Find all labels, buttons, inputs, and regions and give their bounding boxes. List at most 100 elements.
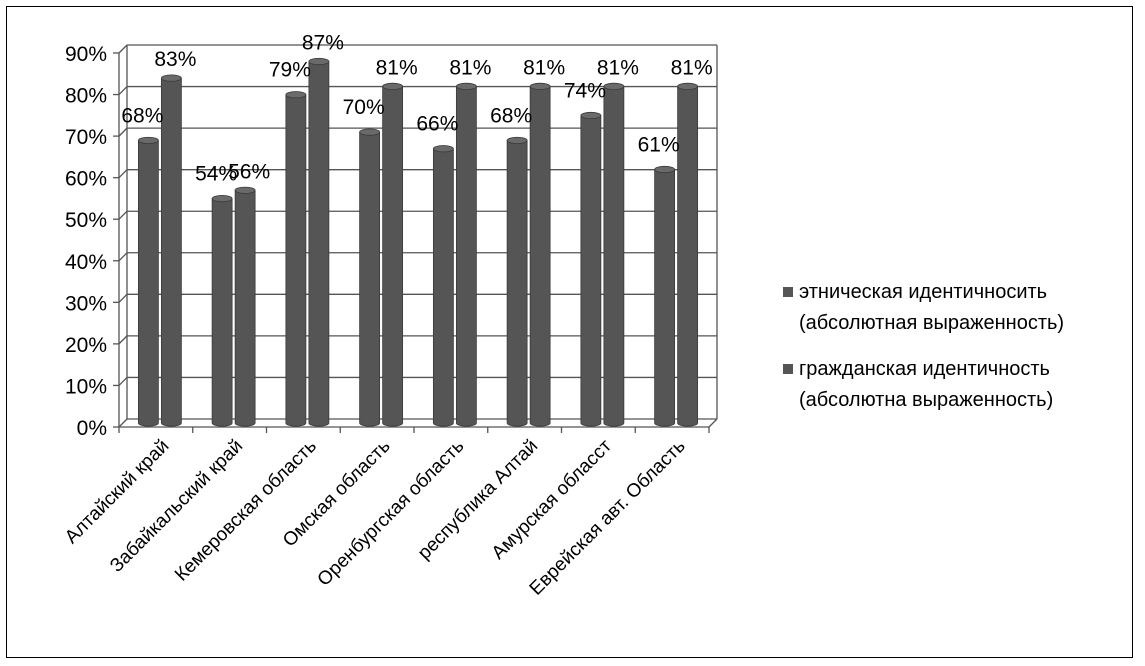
gridline-depth (118, 210, 128, 220)
y-tick-label: 0% (77, 417, 107, 440)
gridline-depth (118, 86, 128, 96)
data-label: 81% (523, 56, 565, 79)
data-label: 68% (121, 104, 163, 127)
bar-2-8 (677, 82, 699, 427)
bar-1-7 (580, 111, 602, 427)
bar-top (654, 165, 676, 174)
bar-top (580, 111, 602, 120)
bar-top (211, 195, 233, 203)
data-label: 70% (343, 96, 385, 119)
floor-edge (708, 418, 718, 428)
bar-body (160, 77, 182, 427)
bar-2-2 (234, 186, 256, 427)
bar-body (359, 131, 381, 427)
data-label: 81% (597, 56, 639, 79)
bars-layer (137, 57, 699, 427)
bar-top (137, 136, 159, 145)
gridline-depth (118, 169, 128, 179)
bar-2-7 (603, 82, 625, 427)
data-label: 83% (154, 48, 196, 71)
bar-body (432, 148, 454, 427)
gridline-depth (118, 418, 128, 428)
data-label: 81% (376, 56, 418, 79)
gridline-depth (118, 127, 128, 137)
data-label: 79% (269, 59, 311, 82)
grid-layer (118, 44, 718, 428)
bar-top (359, 128, 381, 136)
data-label: 56% (228, 160, 270, 183)
bar-body (211, 198, 233, 427)
bar-body (382, 86, 404, 427)
bar-body (677, 86, 699, 427)
y-tick-label: 10% (65, 375, 107, 398)
data-label: 54% (195, 163, 237, 186)
bar-body (506, 140, 528, 427)
legend-item-2: гражданская идентичность (абсолютна выраж… (783, 358, 1053, 411)
bar-body (455, 86, 477, 427)
y-tick-label: 90% (65, 43, 107, 66)
bar-top (455, 82, 477, 91)
bar-top (506, 136, 528, 145)
y-tick-label: 50% (65, 209, 107, 232)
bar-body (137, 140, 159, 427)
x-tick-label: Кемеровская область (171, 436, 321, 586)
bar-body (580, 115, 602, 427)
data-label: 81% (671, 56, 713, 79)
bar-top (603, 82, 625, 91)
y-tick-label: 30% (65, 292, 107, 315)
data-label: 68% (490, 104, 532, 127)
bar-body (529, 86, 551, 427)
gridline-depth (118, 376, 128, 386)
legend-swatch (783, 364, 793, 374)
bar-1-3 (285, 91, 307, 427)
gridline-depth (118, 293, 128, 303)
bar-body (234, 189, 256, 427)
x-tick-label: Оренбургская область (314, 436, 469, 591)
bar-top (529, 82, 551, 91)
legend-item-1: этническая идентичносить (абсолютная выра… (783, 281, 1064, 334)
legend-label: (абсолютна выраженность) (799, 389, 1053, 411)
bar-2-1 (160, 74, 182, 427)
bar-1-8 (654, 165, 676, 427)
bar-1-1 (137, 136, 159, 427)
bar-2-3 (308, 57, 330, 427)
bar-chart: 68%83%54%56%79%87%70%81%66%81%68%81%74%8… (61, 31, 1064, 600)
y-tick-label: 80% (65, 85, 107, 108)
bar-top (285, 91, 307, 99)
y-tick-label: 40% (65, 251, 107, 274)
data-label: 61% (638, 134, 680, 157)
legend-label: (абсолютная выраженность) (799, 312, 1064, 334)
legend-label: этническая идентичносить (799, 281, 1047, 303)
bar-1-5 (432, 145, 454, 427)
y-axis: 0% 10% 20% 30% 40% 50% 60% 70% 80% 90% (65, 43, 120, 440)
y-tick-label: 20% (65, 334, 107, 357)
chart-frame: 68% 83% 54% 56% 79% 87% 70% 81% 66% 81% 68% 81% 74% 8… (6, 6, 1133, 658)
data-labels-layer: 68%83%54%56%79%87%70%81%66%81%68%81%74%8… (121, 31, 712, 185)
x-tick-label: Еврейская авт. Область (526, 436, 690, 600)
legend: этническая идентичносить (абсолютная выра… (783, 281, 1064, 411)
bar-top (677, 82, 699, 91)
bar-2-4 (382, 82, 404, 427)
data-label: 74% (564, 79, 606, 102)
bar-1-2 (211, 195, 233, 427)
gridline-depth (118, 335, 128, 345)
bar-1-4 (359, 128, 381, 427)
legend-label: гражданская идентичность (799, 358, 1050, 380)
bar-body (308, 61, 330, 427)
y-tick-label: 60% (65, 168, 107, 191)
gridline-depth (118, 252, 128, 262)
x-tick-label: Забайкальский край (106, 436, 247, 577)
y-tick-label: 70% (65, 126, 107, 149)
bar-2-5 (455, 82, 477, 427)
bar-top (160, 74, 182, 82)
bar-body (654, 169, 676, 427)
data-label: 66% (416, 113, 458, 136)
bar-top (234, 186, 256, 194)
bar-2-6 (529, 82, 551, 427)
data-label: 81% (449, 56, 491, 79)
bar-top (382, 82, 404, 91)
data-label: 87% (302, 31, 344, 54)
bar-top (308, 57, 330, 66)
legend-swatch (783, 287, 793, 297)
